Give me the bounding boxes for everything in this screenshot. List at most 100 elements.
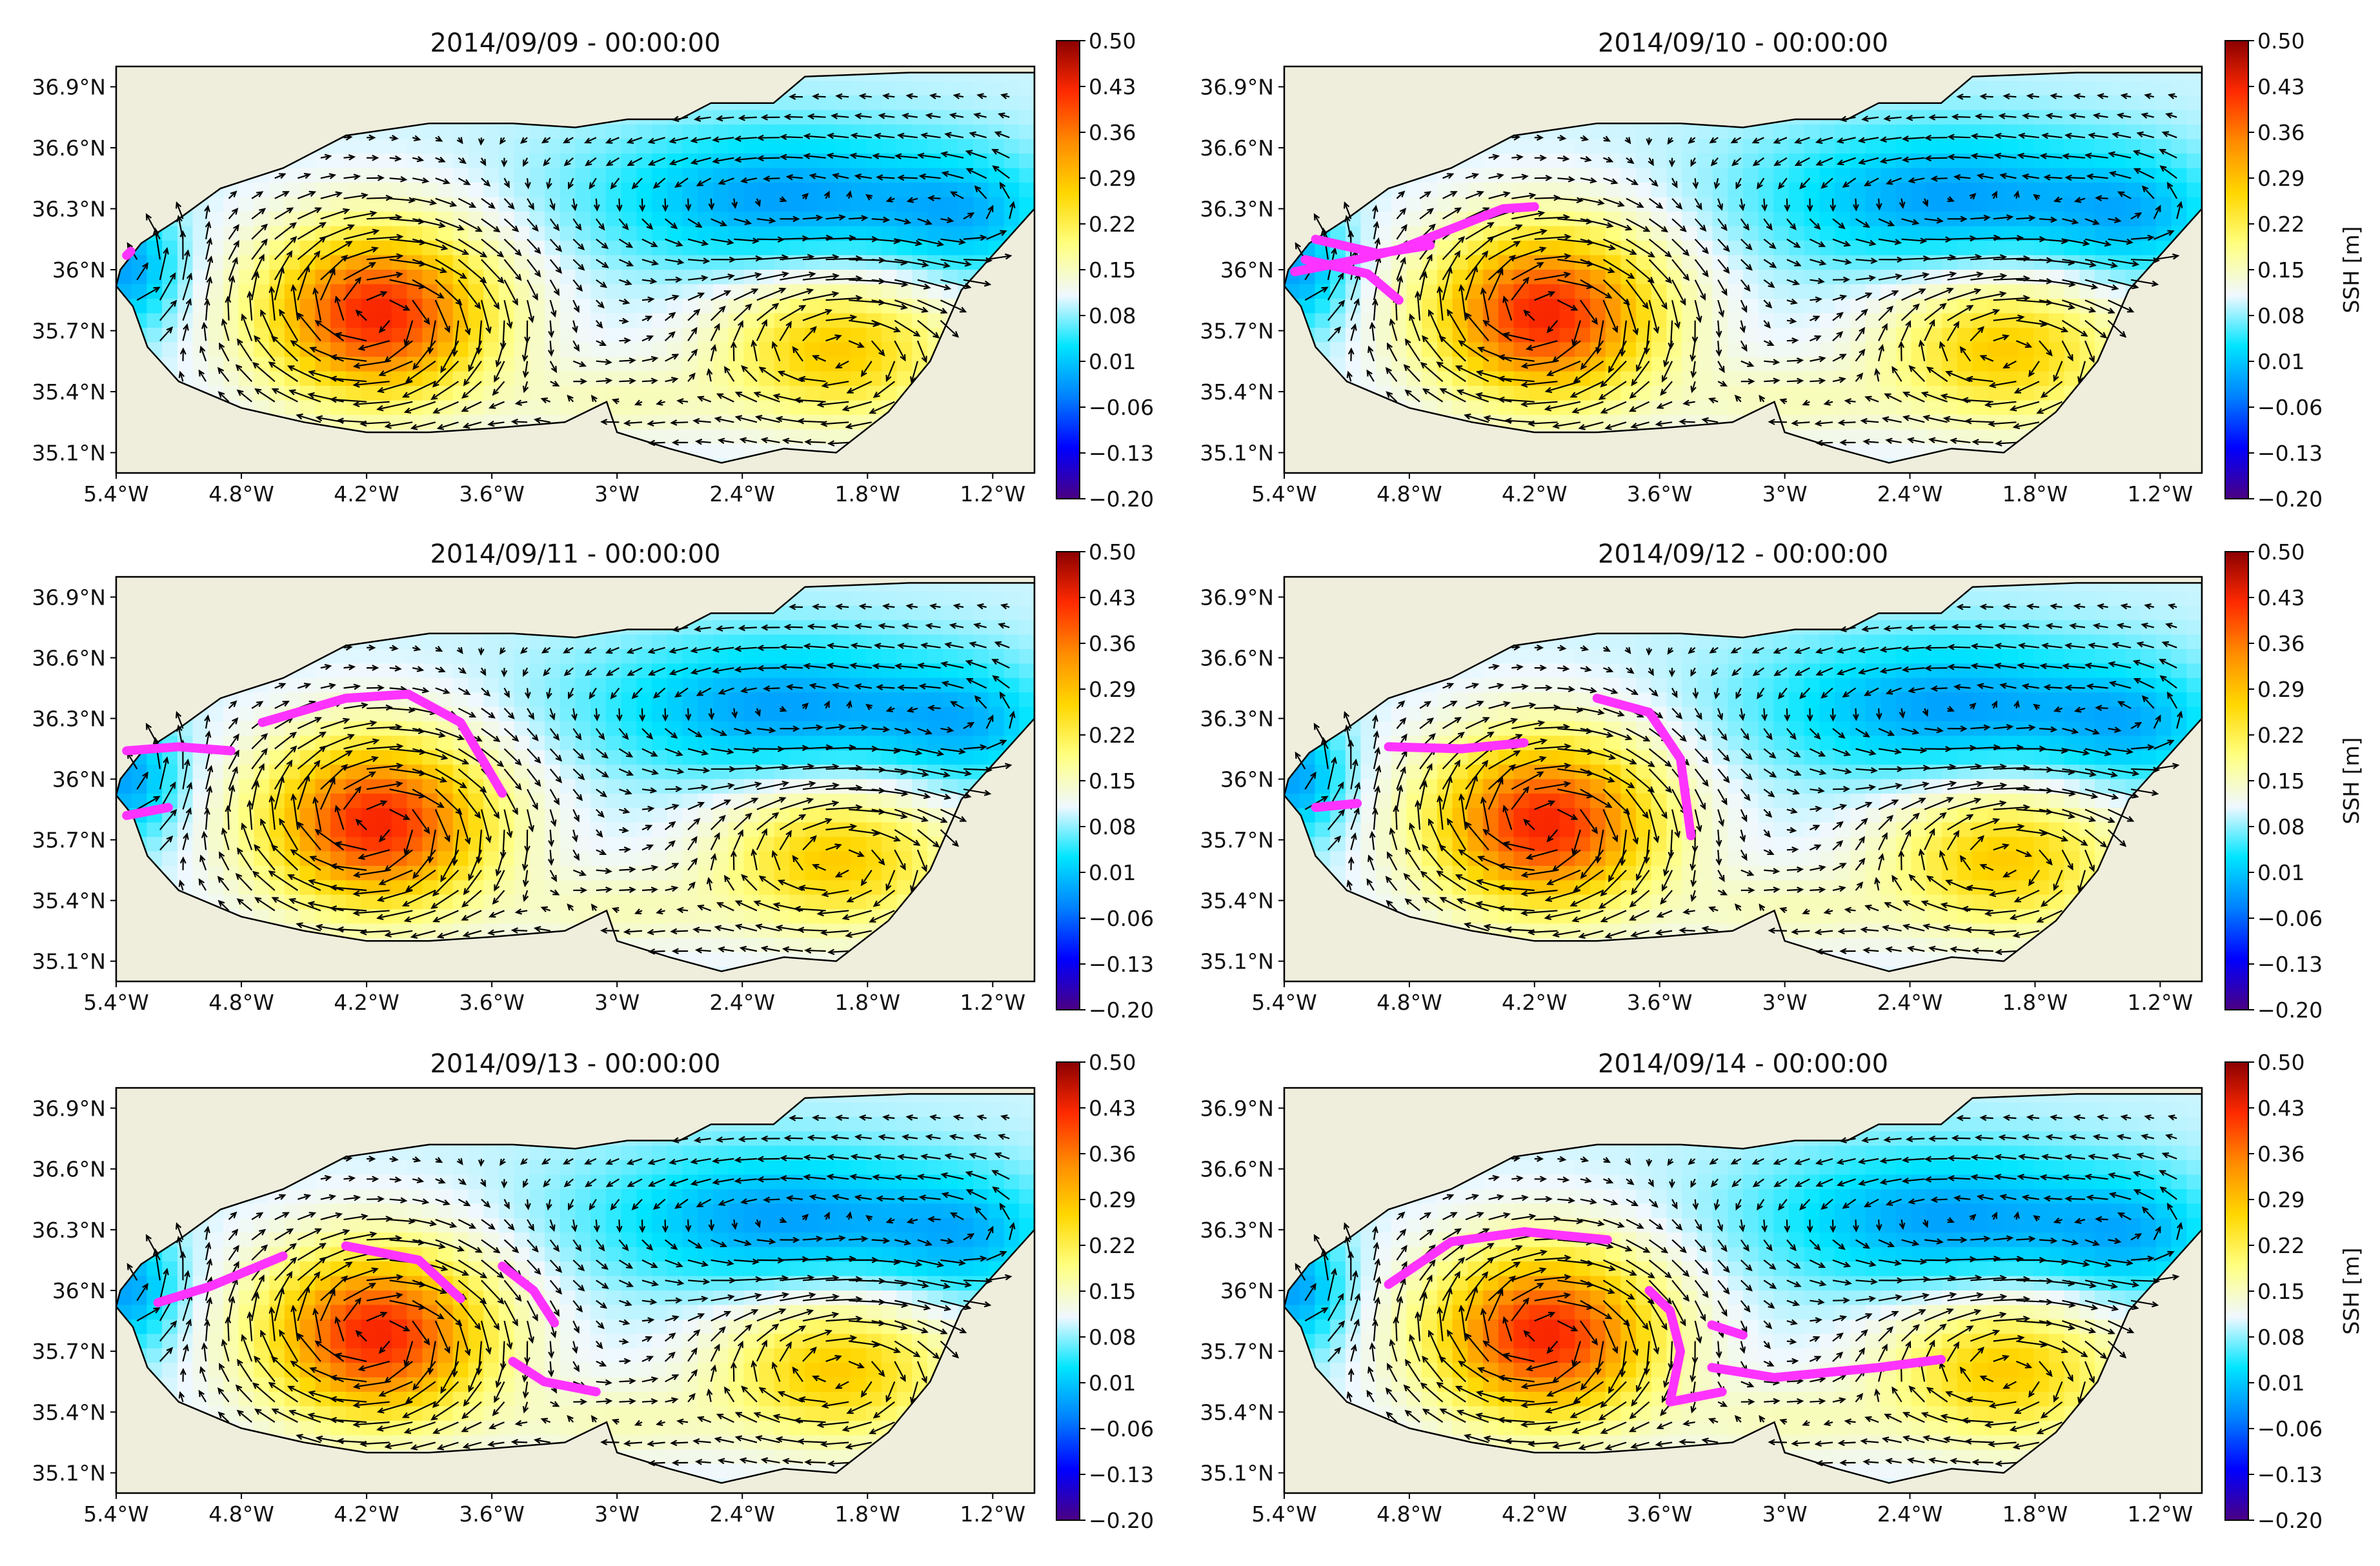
- ssh-cell: [1299, 299, 1316, 314]
- ssh-cell: [590, 342, 607, 357]
- velocity-arrow: [1740, 378, 1755, 385]
- velocity-arrow: [412, 218, 446, 228]
- ssh-cell: [146, 241, 163, 256]
- ssh-cell: [2079, 197, 2096, 212]
- ssh-cell: [2171, 72, 2188, 82]
- ssh-cell: [805, 313, 821, 328]
- ssh-cell: [1850, 125, 1866, 140]
- ssh-cell: [1682, 284, 1698, 299]
- ssh-cell: [438, 183, 454, 198]
- ssh-cell: [1483, 400, 1499, 416]
- ssh-cell: [1697, 371, 1713, 386]
- ssh-cell: [835, 139, 852, 154]
- velocity-arrow: [198, 369, 207, 382]
- ssh-cell: [2141, 81, 2157, 96]
- ssh-cell: [299, 255, 316, 270]
- ssh-cell: [177, 226, 194, 241]
- velocity-arrow: [287, 365, 321, 383]
- velocity-arrow: [1906, 437, 1925, 444]
- velocity-arrow: [940, 299, 967, 313]
- ssh-cell: [192, 371, 209, 386]
- velocity-arrow: [1899, 198, 1906, 209]
- ssh-cell: [468, 313, 485, 328]
- ssh-cell: [1651, 212, 1668, 227]
- velocity-arrow: [905, 93, 918, 100]
- ssh-cell: [2064, 371, 2081, 386]
- ssh-cell: [514, 357, 530, 372]
- velocity-arrow: [268, 361, 299, 383]
- velocity-arrow: [596, 359, 612, 365]
- ssh-cell: [284, 750, 301, 766]
- velocity-arrow: [807, 113, 826, 120]
- ssh-cell: [223, 284, 239, 299]
- ssh-cell: [621, 212, 638, 227]
- ssh-cell: [605, 241, 622, 256]
- ssh-cell: [498, 357, 515, 372]
- velocity-arrow: [1546, 360, 1581, 376]
- ssh-cell: [299, 357, 316, 372]
- ssh-cell: [1605, 226, 1622, 241]
- ssh-cell: [1620, 183, 1637, 198]
- ssh-cell: [1728, 255, 1744, 270]
- velocity-arrow: [894, 279, 931, 290]
- velocity-arrow: [585, 157, 597, 166]
- ssh-cell: [2064, 183, 2081, 198]
- ssh-cell: [162, 270, 178, 285]
- ssh-cell: [820, 241, 836, 256]
- velocity-arrow: [2064, 132, 2086, 139]
- velocity-arrow: [1993, 314, 2025, 321]
- velocity-arrow: [1488, 173, 1504, 179]
- ssh-cell: [514, 139, 530, 154]
- velocity-arrow: [1422, 388, 1444, 403]
- velocity-arrow: [1763, 238, 1777, 249]
- ssh-cell: [1544, 357, 1560, 372]
- velocity-arrow: [652, 177, 666, 189]
- ssh-cell: [514, 168, 530, 183]
- velocity-arrow: [320, 191, 343, 199]
- velocity-arrow: [1600, 401, 1627, 414]
- ssh-cell: [1728, 313, 1744, 328]
- ssh-cell: [438, 212, 454, 227]
- ssh-cell: [820, 342, 836, 357]
- velocity-arrow: [1878, 273, 1903, 281]
- ssh-cell: [422, 226, 438, 241]
- ssh-cell: [1406, 386, 1423, 401]
- ssh-cell: [743, 226, 760, 241]
- velocity-arrow: [1439, 388, 1466, 403]
- ssh-cell: [315, 284, 331, 299]
- ssh-cell: [1636, 313, 1652, 328]
- ssh-cell: [1850, 255, 1866, 270]
- ssh-cell: [1376, 371, 1392, 386]
- ssh-cell: [299, 313, 316, 328]
- ssh-cell: [1483, 226, 1499, 241]
- ssh-cell: [1988, 342, 2004, 357]
- velocity-arrow: [1502, 332, 1535, 342]
- ssh-cell: [1019, 197, 1034, 212]
- ssh-cell: [284, 168, 301, 183]
- ssh-cell: [1835, 299, 1851, 314]
- ssh-cell: [1437, 357, 1453, 372]
- ssh-cell: [605, 386, 622, 401]
- velocity-arrow: [1669, 157, 1675, 168]
- ssh-cell: [1865, 444, 1882, 459]
- ssh-cell: [345, 400, 362, 416]
- velocity-arrow: [1993, 334, 2010, 342]
- ssh-cell: [590, 328, 607, 343]
- ssh-cell: [881, 197, 898, 212]
- ssh-cell: [1972, 81, 1989, 96]
- panel-1: 2014/09/09 - 00:00:005.4°W 4.8°W 4.2°W 3.6°…: [32, 28, 1154, 512]
- velocity-arrow: [2153, 253, 2180, 261]
- ssh-cell: [1773, 241, 1790, 256]
- velocity-arrow: [2053, 196, 2062, 203]
- ssh-cell: [2141, 241, 2157, 256]
- ssh-cell: [1513, 299, 1530, 314]
- ssh-cell: [652, 400, 668, 416]
- velocity-arrow: [1465, 172, 1480, 179]
- ssh-cell: [682, 313, 699, 328]
- ssh-cell: [238, 765, 255, 780]
- ssh-cell: [223, 822, 239, 838]
- ssh-cell: [238, 692, 255, 708]
- velocity-arrow: [366, 253, 404, 261]
- ssh-cell: [2064, 342, 2081, 357]
- ssh-cell: [1467, 299, 1484, 314]
